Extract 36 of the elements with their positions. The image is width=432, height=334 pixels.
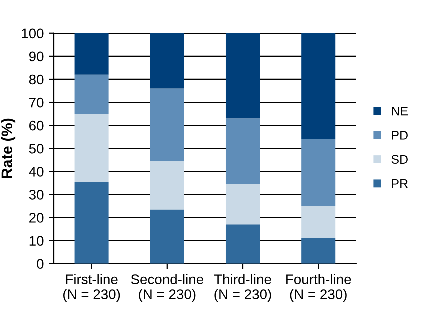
bar — [226, 118, 260, 184]
bar — [150, 161, 184, 210]
y-tick-label: 0 — [37, 259, 44, 270]
bar — [226, 224, 260, 264]
bar — [302, 238, 336, 264]
bar — [74, 33, 109, 75]
bar — [226, 184, 260, 225]
legend-label: PR — [392, 179, 408, 188]
y-tick-label: 30 — [29, 190, 44, 200]
bar — [150, 88, 184, 162]
x-tick-label: Fourth-line (N = 230) — [286, 274, 352, 302]
bar — [74, 182, 109, 264]
legend-label: PD — [392, 131, 408, 140]
y-tick-label: 10 — [30, 236, 44, 246]
bar — [150, 33, 184, 89]
bar — [302, 206, 336, 239]
bar — [302, 139, 336, 206]
y-tick-label: 60 — [30, 120, 44, 131]
x-tick-label: Third-line (N = 230) — [214, 274, 272, 302]
legend-label: SD — [392, 155, 408, 164]
y-tick-label: 100 — [22, 28, 44, 39]
bar — [150, 210, 184, 264]
y-tick-label: 20 — [30, 213, 44, 223]
y-tick-label: 40 — [29, 167, 44, 177]
bar — [226, 33, 260, 119]
bar — [302, 33, 336, 140]
x-tick-label: First-line (N = 230) — [64, 274, 120, 302]
bar — [74, 74, 109, 114]
legend-label: NE — [392, 107, 408, 116]
y-tick-label: 90 — [29, 52, 44, 62]
y-axis-title: Rate (%) — [1, 118, 16, 178]
y-tick-label: 70 — [30, 98, 44, 108]
x-tick-label: Second-line (N = 230) — [131, 274, 204, 302]
y-tick-label: 50 — [29, 144, 44, 154]
y-tick-label: 80 — [29, 74, 44, 85]
bar — [74, 114, 109, 182]
